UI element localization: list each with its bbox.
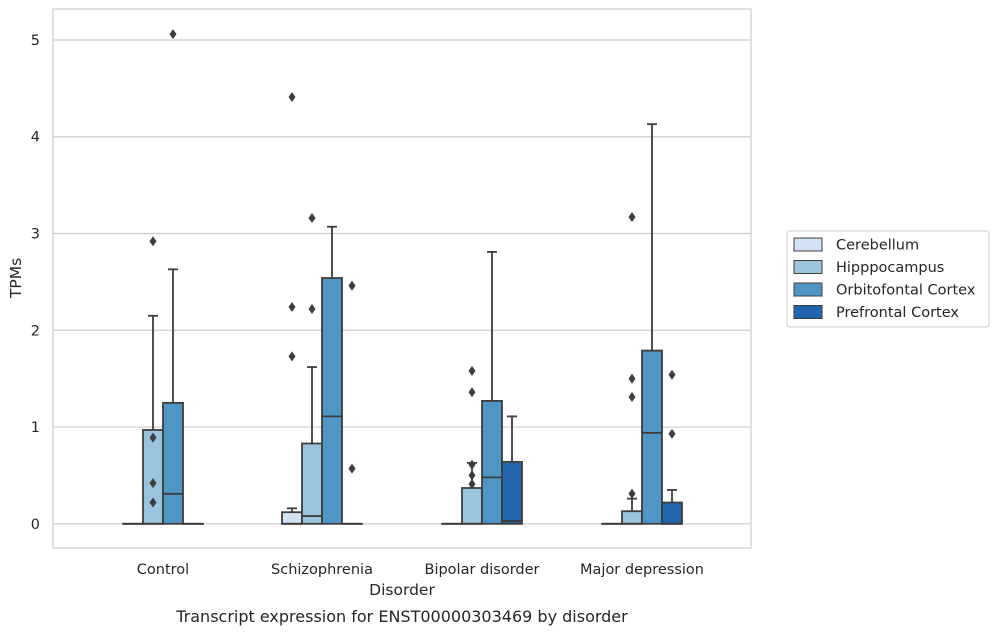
box-body [301,442,323,525]
outlier-point [348,463,356,474]
legend: Cerebellum Hipppocampus Orbitofontal Corte… [786,230,990,328]
legend-swatch [793,305,823,319]
outlier-point [288,92,296,103]
outlier-point [149,497,157,508]
legend-swatch [793,237,823,252]
box [641,123,663,525]
outlier-point [668,428,676,439]
outlier-point [628,212,636,223]
box [162,29,184,525]
legend-entry-label: Cerebellum [836,238,919,254]
outlier-point [628,488,636,499]
outlier-point [149,236,157,247]
outlier-point [288,302,296,313]
box [341,280,363,525]
y-tick-label: 2 [31,323,40,339]
x-axis-ticks: Control Schizophrenia Bipolar disorder Majo… [137,562,704,578]
x-tick-label: Schizophrenia [271,562,373,578]
box-body [481,400,503,525]
y-axis-label: TPMs [7,258,25,299]
box [461,365,483,525]
legend-entry-label: Hipppocampus [836,260,944,276]
x-axis-label: Disorder [369,581,435,599]
legend-swatch [793,260,823,274]
box-body [281,511,303,525]
box-body [621,510,643,525]
legend-frame [786,230,990,328]
legend-entry-label: Orbitofontal Cortex [836,283,976,299]
y-tick-label: 3 [31,227,40,243]
outlier-point [468,459,476,470]
box-body [461,487,483,525]
box [661,369,683,525]
y-tick-label: 0 [31,517,40,533]
plot-frame [52,8,752,549]
y-tick-label: 1 [31,420,40,436]
box-body [162,401,184,525]
outlier-point [468,387,476,398]
y-axis-ticks: 0 1 2 3 4 5 [31,33,40,533]
box [321,225,343,525]
y-tick-label: 4 [31,130,40,146]
box-body [641,349,663,525]
outlier-point [468,470,476,481]
x-tick-label: Control [137,562,189,578]
outlier-point [308,303,316,314]
box-series [122,29,683,525]
outlier-point [288,351,296,362]
series-prefrontal-cortex [182,280,683,525]
x-tick-label: Major depression [580,562,704,578]
outlier-point [628,392,636,403]
box-body [501,460,523,525]
box [501,415,523,525]
legend-swatch [793,282,823,297]
outlier-point [468,365,476,376]
box-body [661,501,683,525]
outlier-point [628,373,636,384]
outlier-point [468,479,476,490]
y-tick-label: 5 [31,33,40,49]
outlier-point [149,432,157,443]
outlier-point [668,369,676,380]
outlier-point [308,213,316,224]
series-orbitofontal-cortex [162,29,663,525]
chart-caption: Transcript expression for ENST0000030346… [175,607,628,626]
outlier-point [169,29,177,40]
outlier-point [348,280,356,291]
box-body [321,277,343,525]
x-tick-label: Bipolar disorder [425,562,540,578]
legend-entry-label: Prefrontal Cortex [836,305,959,321]
box-body [142,429,164,525]
outlier-point [149,478,157,489]
